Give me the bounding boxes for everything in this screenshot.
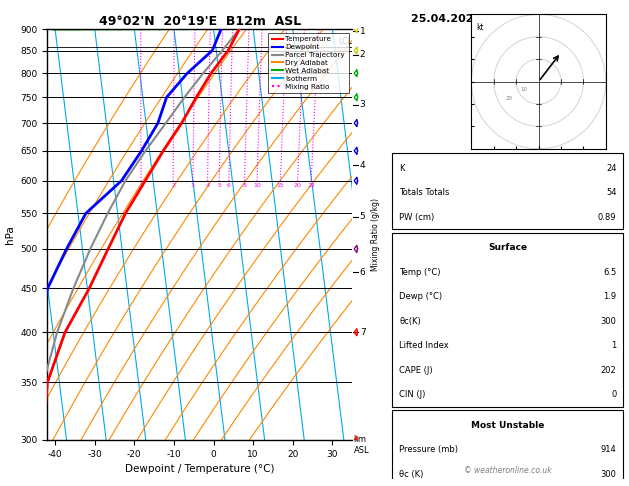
Text: 1: 1 <box>611 341 616 350</box>
Text: 5: 5 <box>360 212 365 221</box>
Text: Lifted Index: Lifted Index <box>399 341 449 350</box>
Text: 7: 7 <box>360 328 365 337</box>
Text: 0: 0 <box>611 390 616 399</box>
Text: 15: 15 <box>277 183 284 188</box>
Text: 8: 8 <box>243 183 247 188</box>
Text: K: K <box>399 164 405 173</box>
Text: 1: 1 <box>360 27 365 36</box>
Legend: Temperature, Dewpoint, Parcel Trajectory, Dry Adiabat, Wet Adiabat, Isotherm, Mi: Temperature, Dewpoint, Parcel Trajectory… <box>268 33 348 93</box>
Text: θᴄ(K): θᴄ(K) <box>399 317 421 326</box>
Text: PW (cm): PW (cm) <box>399 212 435 222</box>
Text: LCL: LCL <box>338 37 352 46</box>
Text: 54: 54 <box>606 188 616 197</box>
Text: Mixing Ratio (g/kg): Mixing Ratio (g/kg) <box>372 198 381 271</box>
Text: θᴄ (K): θᴄ (K) <box>399 470 424 479</box>
Text: 914: 914 <box>601 446 616 454</box>
Text: 6: 6 <box>360 267 365 277</box>
Text: Temp (°C): Temp (°C) <box>399 268 441 277</box>
Text: 24: 24 <box>606 164 616 173</box>
Text: © weatheronline.co.uk: © weatheronline.co.uk <box>464 466 552 475</box>
Text: 1.9: 1.9 <box>603 292 616 301</box>
Text: 3: 3 <box>360 101 365 109</box>
FancyBboxPatch shape <box>392 410 623 486</box>
Text: 1: 1 <box>139 183 143 188</box>
Text: 6.5: 6.5 <box>603 268 616 277</box>
Text: 300: 300 <box>601 317 616 326</box>
Text: Totals Totals: Totals Totals <box>399 188 450 197</box>
Text: 300: 300 <box>601 470 616 479</box>
Text: CAPE (J): CAPE (J) <box>399 366 433 375</box>
Text: ASL: ASL <box>353 446 369 455</box>
Text: 3: 3 <box>191 183 195 188</box>
Text: Dewp (°C): Dewp (°C) <box>399 292 443 301</box>
Text: Surface: Surface <box>488 243 528 252</box>
Text: km: km <box>353 434 367 444</box>
Text: 20: 20 <box>294 183 301 188</box>
Text: 25.04.2024  18GMT  (Base: 06): 25.04.2024 18GMT (Base: 06) <box>411 15 604 24</box>
Text: 202: 202 <box>601 366 616 375</box>
FancyBboxPatch shape <box>392 153 623 229</box>
X-axis label: Dewpoint / Temperature (°C): Dewpoint / Temperature (°C) <box>125 464 274 474</box>
Text: 2: 2 <box>360 51 365 59</box>
Text: 2: 2 <box>171 183 175 188</box>
Text: 10: 10 <box>253 183 261 188</box>
Text: CIN (J): CIN (J) <box>399 390 426 399</box>
Text: Most Unstable: Most Unstable <box>471 421 545 430</box>
Title: 49°02'N  20°19'E  B12m  ASL: 49°02'N 20°19'E B12m ASL <box>99 15 301 28</box>
Y-axis label: hPa: hPa <box>4 225 14 244</box>
Text: 0.89: 0.89 <box>598 212 616 222</box>
Text: 4: 4 <box>360 161 365 170</box>
Text: 6: 6 <box>227 183 231 188</box>
Text: 5: 5 <box>217 183 221 188</box>
FancyBboxPatch shape <box>392 233 623 407</box>
Text: 4: 4 <box>206 183 209 188</box>
Text: Pressure (mb): Pressure (mb) <box>399 446 459 454</box>
Text: 25: 25 <box>307 183 315 188</box>
